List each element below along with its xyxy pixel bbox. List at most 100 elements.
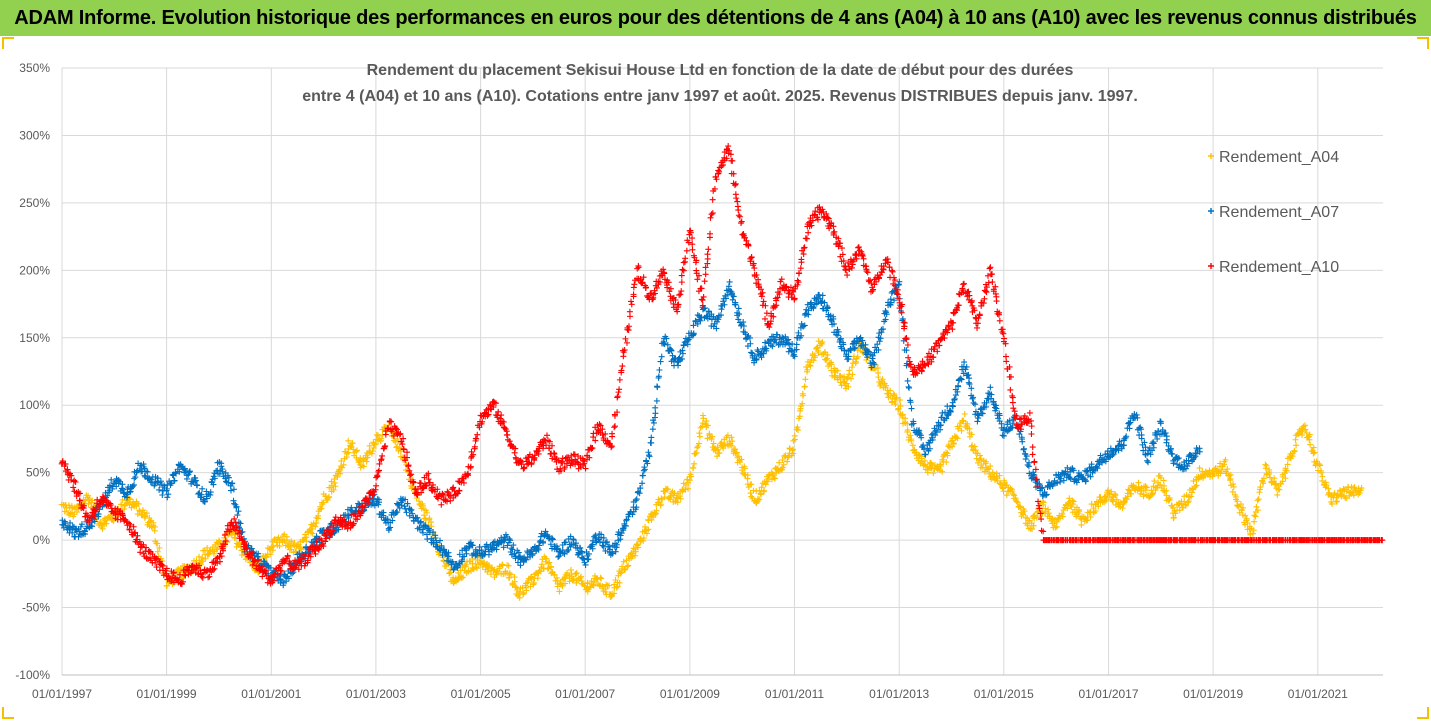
data-point bbox=[1243, 515, 1250, 522]
data-point bbox=[695, 272, 702, 279]
data-point bbox=[1028, 431, 1035, 438]
data-point bbox=[479, 418, 486, 425]
data-point bbox=[716, 449, 723, 456]
data-point bbox=[990, 398, 997, 405]
data-point bbox=[1057, 475, 1064, 482]
data-point bbox=[999, 326, 1006, 333]
y-tick-label: 50% bbox=[26, 466, 50, 480]
data-point bbox=[450, 565, 457, 572]
data-point bbox=[807, 300, 814, 307]
data-point bbox=[557, 467, 564, 474]
data-point bbox=[615, 529, 622, 536]
data-point bbox=[740, 322, 747, 329]
data-point bbox=[418, 489, 425, 496]
data-point bbox=[982, 288, 989, 295]
data-point bbox=[509, 546, 516, 553]
data-point bbox=[419, 529, 426, 536]
data-point bbox=[652, 404, 659, 411]
data-point bbox=[467, 463, 474, 470]
data-point bbox=[250, 550, 257, 557]
data-point bbox=[597, 422, 604, 429]
data-point bbox=[840, 257, 847, 264]
data-point bbox=[828, 361, 835, 368]
data-point bbox=[946, 441, 953, 448]
data-point bbox=[835, 243, 842, 250]
data-point bbox=[1271, 475, 1278, 482]
data-point bbox=[830, 315, 837, 322]
data-point bbox=[531, 544, 538, 551]
data-point bbox=[1271, 481, 1278, 488]
data-point bbox=[782, 333, 789, 340]
data-point bbox=[606, 546, 613, 553]
data-point bbox=[933, 429, 940, 436]
data-point bbox=[1162, 429, 1169, 436]
data-point bbox=[426, 479, 433, 486]
data-point bbox=[599, 542, 606, 549]
data-point bbox=[738, 220, 745, 227]
data-point bbox=[835, 235, 842, 242]
data-point bbox=[811, 354, 818, 361]
data-point bbox=[704, 422, 711, 429]
data-point bbox=[1306, 436, 1313, 443]
data-point bbox=[950, 310, 957, 317]
data-point bbox=[809, 217, 816, 224]
data-point bbox=[693, 257, 700, 264]
data-point bbox=[926, 440, 933, 447]
data-point bbox=[296, 554, 303, 561]
data-point bbox=[415, 498, 422, 505]
data-point bbox=[949, 326, 956, 333]
data-point bbox=[807, 362, 814, 369]
data-point bbox=[937, 422, 944, 429]
data-point bbox=[1006, 363, 1013, 370]
data-point bbox=[1230, 483, 1237, 490]
data-point bbox=[921, 457, 928, 464]
data-point bbox=[804, 366, 811, 373]
data-point bbox=[298, 546, 305, 553]
data-point bbox=[906, 384, 913, 391]
data-point bbox=[366, 442, 373, 449]
data-point bbox=[760, 350, 767, 357]
data-point bbox=[685, 485, 692, 492]
x-tick-label: 01/01/1999 bbox=[137, 687, 197, 701]
data-point bbox=[422, 507, 429, 514]
data-point bbox=[403, 509, 410, 516]
data-point bbox=[891, 297, 898, 304]
data-point bbox=[904, 377, 911, 384]
data-point bbox=[855, 244, 862, 251]
data-point bbox=[598, 575, 605, 582]
data-point bbox=[633, 541, 640, 548]
data-point bbox=[632, 548, 639, 555]
data-point bbox=[996, 309, 1003, 316]
data-point bbox=[1221, 461, 1228, 468]
data-point bbox=[1254, 497, 1261, 504]
data-point bbox=[447, 497, 454, 504]
data-point bbox=[1008, 486, 1015, 493]
data-point bbox=[1011, 408, 1018, 415]
data-point bbox=[957, 375, 964, 382]
data-point bbox=[508, 551, 515, 558]
data-point bbox=[510, 542, 517, 549]
data-point bbox=[968, 297, 975, 304]
data-point bbox=[771, 474, 778, 481]
data-point bbox=[965, 379, 972, 386]
data-point bbox=[674, 308, 681, 315]
data-point bbox=[322, 538, 329, 545]
data-point bbox=[738, 218, 745, 225]
data-point bbox=[288, 538, 295, 545]
data-point bbox=[758, 491, 765, 498]
data-point bbox=[735, 453, 742, 460]
data-point bbox=[1251, 512, 1258, 519]
data-point bbox=[597, 574, 604, 581]
chart-plot: 350%300%250%200%150%100%50%0%-50%-100%01… bbox=[15, 61, 1386, 701]
data-point bbox=[476, 424, 483, 431]
data-point bbox=[460, 479, 467, 486]
data-point bbox=[1175, 455, 1182, 462]
data-point bbox=[701, 278, 708, 285]
data-point bbox=[1193, 482, 1200, 489]
data-point bbox=[366, 495, 373, 502]
data-point bbox=[599, 426, 606, 433]
data-point bbox=[1174, 461, 1181, 468]
data-point bbox=[875, 275, 882, 282]
data-point bbox=[289, 570, 296, 577]
data-point bbox=[1029, 451, 1036, 458]
